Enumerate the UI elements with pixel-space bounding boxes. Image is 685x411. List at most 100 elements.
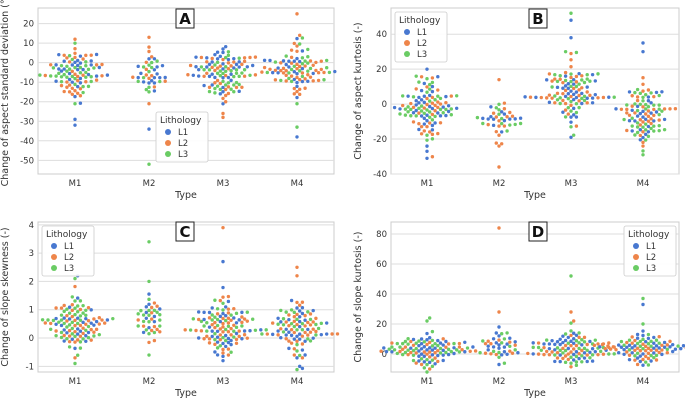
data-point	[641, 135, 645, 140]
data-point	[73, 361, 77, 366]
data-point	[73, 346, 77, 351]
legend-frame	[623, 225, 677, 277]
data-point	[221, 115, 225, 120]
data-point	[76, 338, 80, 342]
data-point	[411, 353, 416, 357]
data-point	[502, 345, 507, 349]
data-point	[419, 132, 424, 136]
data-point	[215, 353, 220, 357]
data-point	[81, 337, 85, 341]
data-point	[144, 328, 148, 332]
data-point	[295, 339, 299, 343]
data-point	[641, 322, 645, 326]
data-point	[652, 351, 656, 355]
data-point	[221, 96, 225, 101]
data-point	[73, 356, 77, 360]
data-point	[147, 85, 151, 89]
data-point	[665, 343, 669, 347]
data-point	[229, 72, 233, 76]
data-point	[281, 330, 286, 334]
data-point	[144, 87, 148, 92]
data-point	[430, 338, 435, 343]
data-point	[660, 348, 664, 352]
data-point	[92, 323, 96, 327]
data-point	[547, 100, 552, 105]
data-point	[572, 336, 576, 341]
data-point	[84, 70, 88, 75]
data-point	[234, 71, 239, 75]
data-point	[158, 318, 162, 322]
legend-frame	[394, 11, 448, 63]
data-point	[566, 92, 570, 96]
data-point	[210, 306, 214, 310]
data-point	[403, 350, 408, 355]
data-point	[500, 142, 504, 146]
data-point	[218, 64, 222, 68]
data-point	[566, 105, 570, 110]
data-point	[259, 328, 263, 332]
data-point	[292, 86, 296, 91]
data-point	[314, 329, 318, 334]
data-point	[298, 332, 302, 336]
data-point	[70, 320, 75, 325]
data-point	[558, 101, 562, 106]
data-point	[577, 71, 581, 76]
data-point	[221, 90, 225, 94]
data-point	[550, 79, 554, 83]
x-tick-label: M4	[291, 377, 304, 387]
data-point	[582, 94, 587, 99]
data-point	[425, 85, 429, 89]
data-point	[446, 104, 451, 108]
data-point	[224, 87, 228, 92]
data-point	[271, 332, 275, 337]
data-point	[411, 95, 416, 99]
data-point	[558, 348, 562, 353]
data-point	[646, 351, 651, 356]
data-point	[289, 74, 294, 78]
data-point	[86, 67, 91, 72]
data-point	[422, 100, 426, 105]
data-point	[73, 76, 77, 81]
data-point	[62, 53, 66, 57]
data-point	[213, 75, 217, 80]
data-point	[513, 348, 517, 352]
data-point	[218, 81, 222, 86]
data-point	[224, 318, 228, 323]
data-point	[287, 330, 291, 334]
data-point	[97, 322, 102, 326]
data-point	[311, 79, 315, 83]
data-point	[491, 337, 496, 341]
legend-title: Lithology	[399, 16, 441, 26]
data-point	[226, 81, 231, 85]
data-point	[646, 105, 651, 109]
data-point	[147, 332, 151, 336]
data-point	[158, 330, 162, 334]
data-point	[569, 343, 573, 348]
data-point	[425, 348, 429, 352]
data-point	[468, 349, 472, 353]
data-point	[500, 332, 504, 336]
data-point	[588, 350, 592, 354]
data-point	[221, 102, 225, 106]
data-point	[59, 79, 64, 84]
data-point	[392, 348, 397, 352]
data-point	[94, 327, 99, 332]
data-point	[580, 74, 584, 78]
data-point	[213, 337, 217, 342]
data-point	[292, 315, 296, 319]
data-point	[229, 69, 233, 73]
data-point	[652, 335, 656, 340]
data-point	[300, 366, 305, 371]
data-point	[481, 339, 485, 343]
data-point	[630, 108, 634, 113]
data-point	[152, 324, 157, 329]
data-point	[566, 96, 570, 101]
legend-frame	[155, 111, 209, 163]
data-point	[542, 352, 546, 357]
y-tick-label: 80	[376, 230, 387, 240]
data-point	[641, 337, 645, 342]
data-point	[237, 334, 241, 339]
data-point	[306, 333, 310, 337]
data-point	[188, 328, 193, 332]
